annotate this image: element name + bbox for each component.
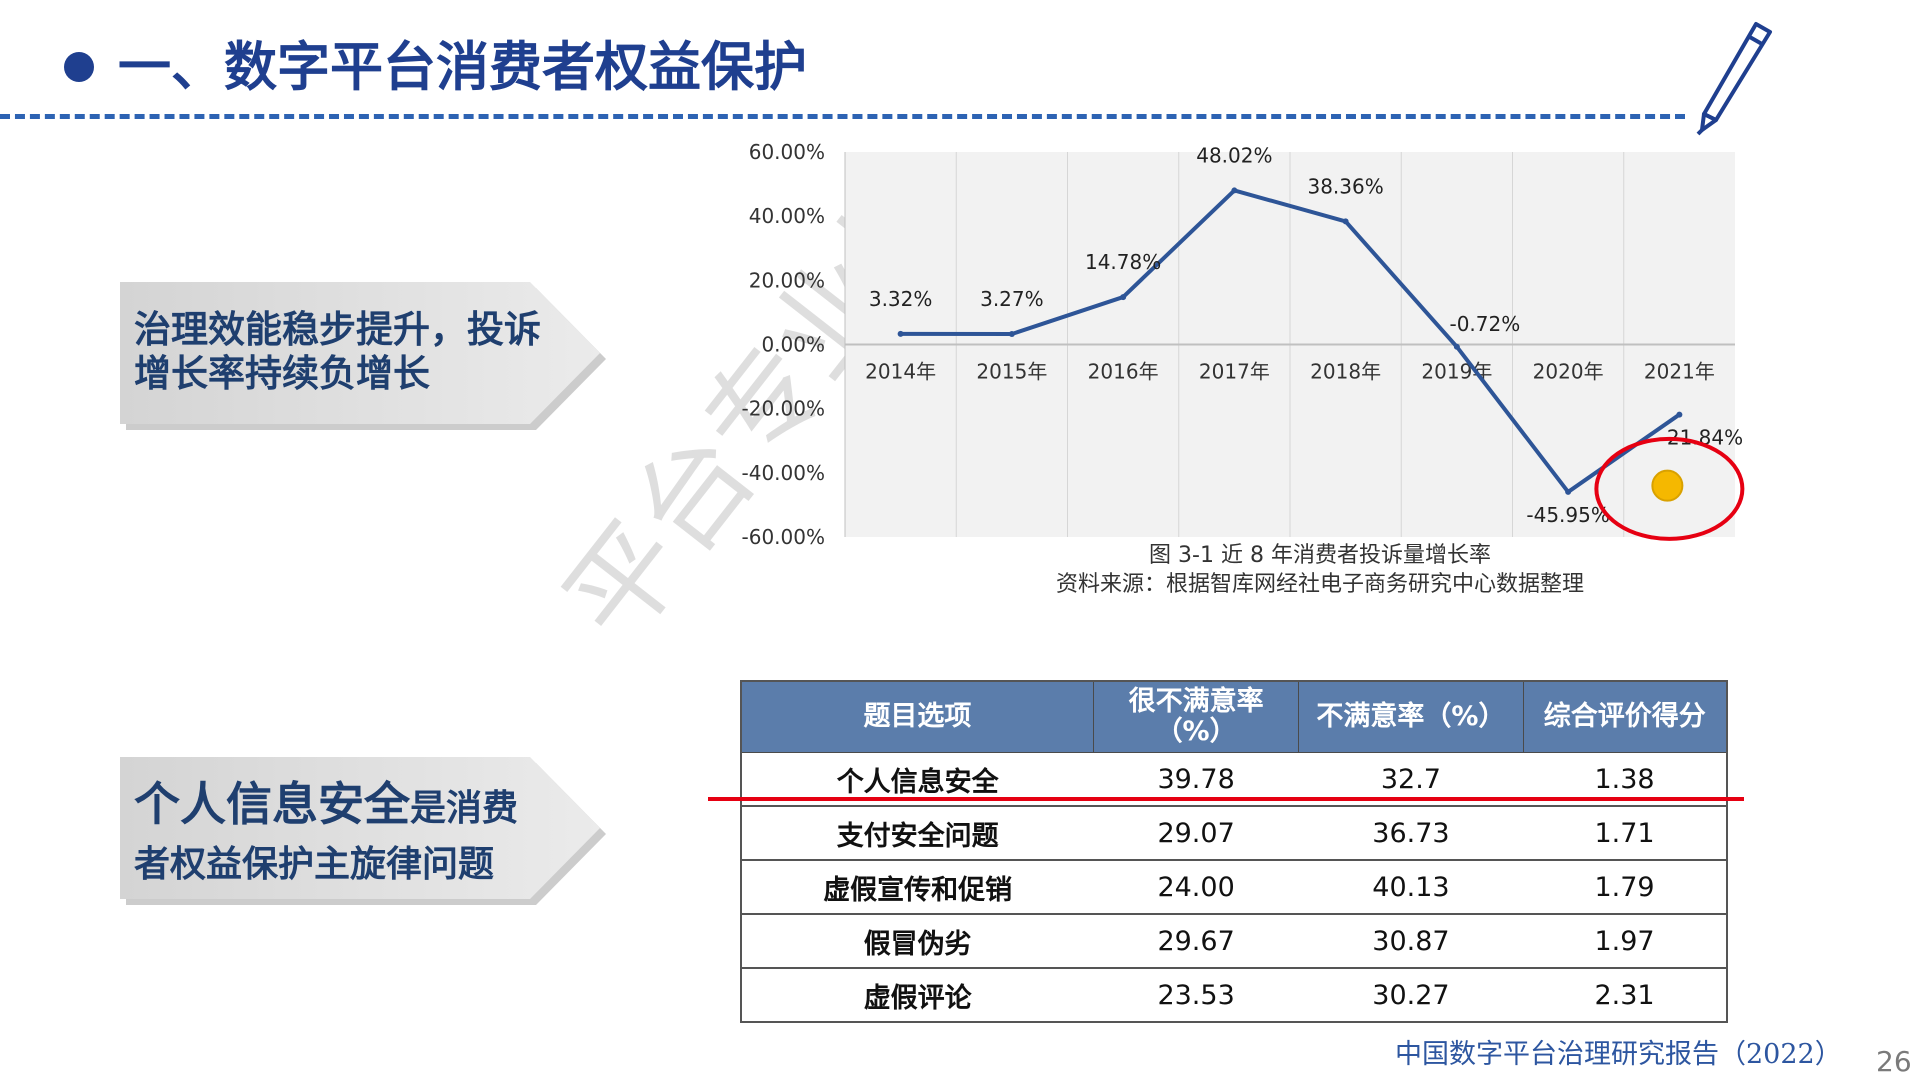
- y-tick-label: -20.00%: [742, 397, 825, 421]
- row-value: 2.31: [1523, 968, 1727, 1023]
- y-tick-label: 40.00%: [749, 204, 825, 228]
- x-tick-label: 2021年: [1644, 360, 1715, 384]
- row-value: 40.13: [1298, 860, 1524, 915]
- data-point: [1453, 343, 1460, 350]
- row-value: 36.73: [1298, 806, 1524, 861]
- x-tick-label: 2017年: [1199, 360, 1270, 384]
- callout-text: 者权益保护主旋律问题: [134, 844, 495, 885]
- table-row: 虚假评论 23.53 30.27 2.31: [741, 968, 1727, 1023]
- page-number: 26: [1876, 1045, 1912, 1078]
- data-point: [1342, 218, 1349, 225]
- column-header: 题目选项: [740, 680, 1094, 753]
- row-value: 30.87: [1298, 914, 1524, 969]
- callout-privacy: 个人信息安全是消费 者权益保护主旋律问题: [118, 755, 618, 915]
- callout-line: 增长率持续负增长: [134, 352, 430, 395]
- data-point: [1008, 331, 1015, 338]
- dissatisfaction-table: 题目选项 很不满意率（%） 不满意率（%） 综合评价得分 个人信息安全 39.78…: [740, 680, 1728, 1023]
- y-tick-label: -60.00%: [742, 525, 825, 549]
- data-point: [1676, 411, 1683, 418]
- callout-governance: 治理效能稳步提升，投诉 增长率持续负增长: [118, 280, 618, 440]
- title-divider: [0, 114, 1685, 119]
- y-tick-label: 60.00%: [749, 140, 825, 164]
- highlight-marker: [1651, 469, 1684, 502]
- highlight-underline: [708, 797, 1744, 801]
- chart-source: 资料来源：根据智库网经社电子商务研究中心数据整理: [1055, 572, 1584, 597]
- x-tick-label: 2016年: [1088, 360, 1159, 384]
- data-point: [1120, 294, 1127, 301]
- row-value: 24.00: [1093, 860, 1299, 915]
- page-title: 一、数字平台消费者权益保护: [118, 37, 807, 98]
- column-header: 综合评价得分: [1522, 680, 1728, 753]
- data-label: -45.95%: [1526, 503, 1609, 527]
- row-value: 1.97: [1523, 914, 1727, 969]
- row-value: 23.53: [1093, 968, 1299, 1023]
- report-footer: 中国数字平台治理研究报告（2022）: [1395, 1039, 1842, 1070]
- series-line: [900, 188, 1681, 494]
- row-value: 30.27: [1298, 968, 1524, 1023]
- callout-emphasis: 个人信息安全: [134, 777, 410, 831]
- table-row: 支付安全问题 29.07 36.73 1.71: [741, 806, 1727, 861]
- row-item: 假冒伪劣: [741, 914, 1094, 969]
- row-value: 1.79: [1523, 860, 1727, 915]
- callout-line: 治理效能稳步提升，投诉: [134, 308, 541, 351]
- highlight-circle: [1594, 436, 1745, 541]
- row-value: 29.67: [1093, 914, 1299, 969]
- data-label: -0.72%: [1449, 312, 1520, 336]
- x-tick-label: 2018年: [1310, 360, 1381, 384]
- row-item: 支付安全问题: [741, 806, 1094, 861]
- table-row: 虚假宣传和促销 24.00 40.13 1.79: [741, 860, 1727, 915]
- row-value: 29.07: [1093, 806, 1299, 861]
- table-header-row: 题目选项 很不满意率（%） 不满意率（%） 综合评价得分: [740, 680, 1728, 753]
- growth-rate-line-chart: 60.00% 40.00% 20.00% 0.00% -20.00% -40.00% -60…: [742, 140, 1745, 549]
- chart-caption: 图 3-1 近 8 年消费者投诉量增长率: [1149, 543, 1491, 568]
- y-tick-label: 0.00%: [761, 333, 825, 357]
- row-item: 虚假宣传和促销: [741, 860, 1094, 915]
- table-row: 假冒伪劣 29.67 30.87 1.97: [741, 914, 1727, 969]
- y-tick-label: -40.00%: [742, 461, 825, 485]
- data-label: 14.78%: [1085, 250, 1161, 274]
- data-point: [1231, 187, 1238, 194]
- column-header: 很不满意率（%）: [1092, 680, 1300, 753]
- x-tick-label: 2014年: [865, 360, 936, 384]
- title-bullet: [64, 52, 94, 82]
- data-label: 48.02%: [1196, 143, 1272, 167]
- data-point: [1565, 488, 1572, 495]
- row-value: 1.71: [1523, 806, 1727, 861]
- column-header: 不满意率（%）: [1298, 680, 1524, 753]
- y-tick-label: 20.00%: [749, 268, 825, 292]
- callout-text: 是消费: [410, 788, 519, 829]
- data-label: 3.32%: [869, 287, 933, 311]
- row-item: 虚假评论: [741, 968, 1094, 1023]
- data-label: 38.36%: [1307, 174, 1383, 198]
- data-label: 3.27%: [980, 287, 1044, 311]
- x-tick-label: 2015年: [976, 360, 1047, 384]
- pencil-icon: [1696, 22, 1772, 136]
- data-point: [897, 330, 904, 337]
- x-tick-label: 2020年: [1533, 360, 1604, 384]
